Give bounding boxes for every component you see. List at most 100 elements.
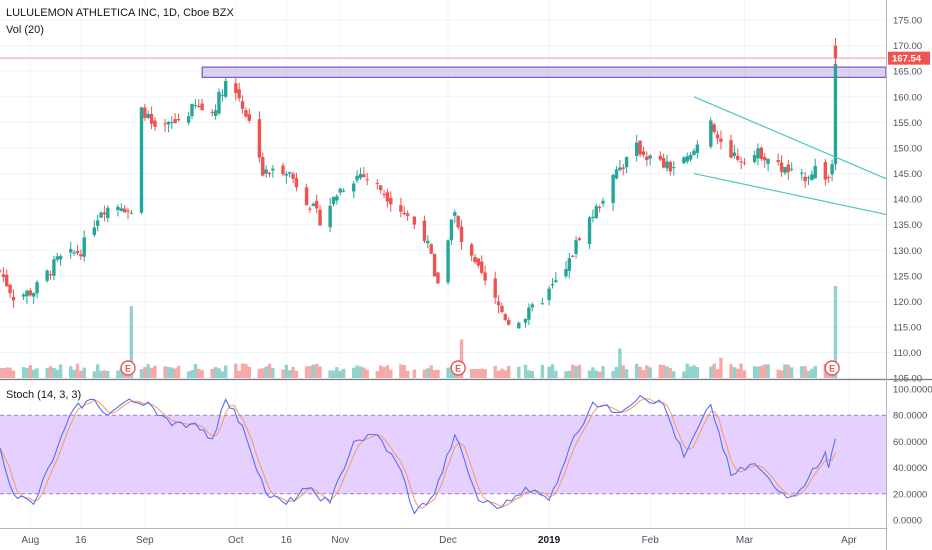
volume-bar [739, 363, 743, 378]
volume-bar [197, 368, 201, 378]
volume-bar [506, 365, 511, 378]
volume-bar [0, 367, 2, 378]
earnings-badge[interactable]: E [120, 360, 136, 376]
volume-bar [1, 368, 6, 378]
candle-body [503, 314, 508, 320]
candle-body [402, 212, 406, 215]
candles[interactable] [0, 37, 838, 329]
volume-bar [426, 368, 430, 378]
volume-bar [55, 369, 59, 378]
candle-body [756, 148, 760, 159]
volume-bar [682, 371, 686, 378]
resistance-zone-rect[interactable] [201, 66, 887, 78]
volume-bar [170, 367, 174, 378]
candle-body [99, 212, 103, 218]
wedge-trendlines[interactable] [693, 96, 887, 216]
candle-body [827, 176, 831, 179]
candle-body [82, 237, 86, 257]
candle-body [25, 290, 29, 297]
volume-bar [469, 369, 474, 378]
resistance-zone[interactable] [201, 66, 887, 78]
candle-body [35, 282, 39, 294]
volume-bar [645, 365, 649, 378]
volume-bar [496, 370, 501, 378]
volume-bar [21, 367, 26, 378]
candle-body [382, 193, 386, 195]
stoch-tick-label: 80.0000 [893, 411, 927, 422]
volume-bar [803, 366, 807, 378]
volume-bar [11, 370, 16, 378]
candle-body [648, 155, 652, 159]
candle-body [146, 113, 150, 118]
candle-body [311, 203, 316, 207]
candle-body [732, 152, 737, 156]
volume-bar [213, 366, 218, 378]
volume-bar [294, 370, 299, 378]
volume-bar [574, 365, 578, 378]
candle-body [210, 112, 214, 114]
volume-bar [759, 365, 764, 378]
candle-body [48, 274, 53, 276]
candle-body [523, 318, 528, 323]
candle-body [496, 301, 501, 306]
candle-body [375, 182, 380, 184]
candle-body [806, 177, 811, 179]
candle-body [284, 173, 289, 176]
price-axis[interactable]: 105.00110.00115.00120.00125.00130.00135.… [893, 16, 922, 385]
time-axis[interactable]: Aug 16 Sep Oct 16 Nov Dec 2019 Feb Mar Apr [21, 535, 857, 546]
volume-bar [240, 363, 245, 378]
volume-bar [776, 369, 780, 378]
earnings-badge[interactable]: E [824, 360, 840, 376]
volume-bar [79, 370, 83, 378]
candle-body [385, 192, 390, 202]
candle-body [102, 212, 107, 215]
time-tick-label: Dec [439, 535, 457, 546]
stoch-d-line [0, 398, 836, 509]
candle-body [331, 196, 336, 205]
candle-body [779, 162, 784, 172]
volume-bars [0, 286, 838, 378]
volume-bar [308, 366, 312, 378]
volume-bar [267, 363, 272, 378]
wedge-upper-line[interactable] [693, 96, 887, 180]
wedge-lower-line[interactable] [693, 172, 887, 216]
volume-bar [789, 367, 794, 378]
candle-body [500, 305, 504, 313]
earnings-badge-circle [120, 360, 136, 376]
candle-body [517, 322, 521, 329]
time-tick-label: Feb [642, 535, 660, 546]
earnings-badge[interactable]: E [450, 360, 466, 376]
volume-bar [446, 367, 450, 378]
volume-bar [554, 370, 558, 378]
candle-body [58, 256, 63, 260]
volume-bar [318, 366, 322, 378]
volume-bar [102, 370, 107, 378]
volume-bar [311, 364, 316, 378]
volume-bar [833, 286, 838, 378]
candle-body [143, 107, 147, 118]
candle-body [783, 167, 787, 174]
volume-bar [284, 364, 289, 378]
volume-bar [732, 367, 737, 378]
price-tick-label: 125.00 [893, 271, 922, 282]
volume-bar [779, 370, 784, 378]
candle-body [294, 178, 299, 188]
volume-bar [800, 366, 804, 378]
candle-body [55, 256, 59, 260]
stoch-tick-label: 20.0000 [893, 489, 927, 500]
candle-body [122, 208, 127, 213]
volume-bar [611, 370, 615, 378]
candle-body [1, 274, 6, 278]
volume-bar [483, 369, 487, 378]
volume-bar [119, 368, 123, 378]
stoch-axis[interactable]: 0.0000 20.0000 40.0000 60.0000 80.0000 100.00… [893, 385, 932, 527]
volume-bar [412, 369, 417, 378]
candle-body [530, 304, 534, 308]
candle-body [399, 205, 403, 212]
candle-body [692, 150, 696, 156]
volume-bar [635, 363, 639, 378]
volume-bar [304, 366, 309, 378]
volume-bar [378, 365, 383, 378]
